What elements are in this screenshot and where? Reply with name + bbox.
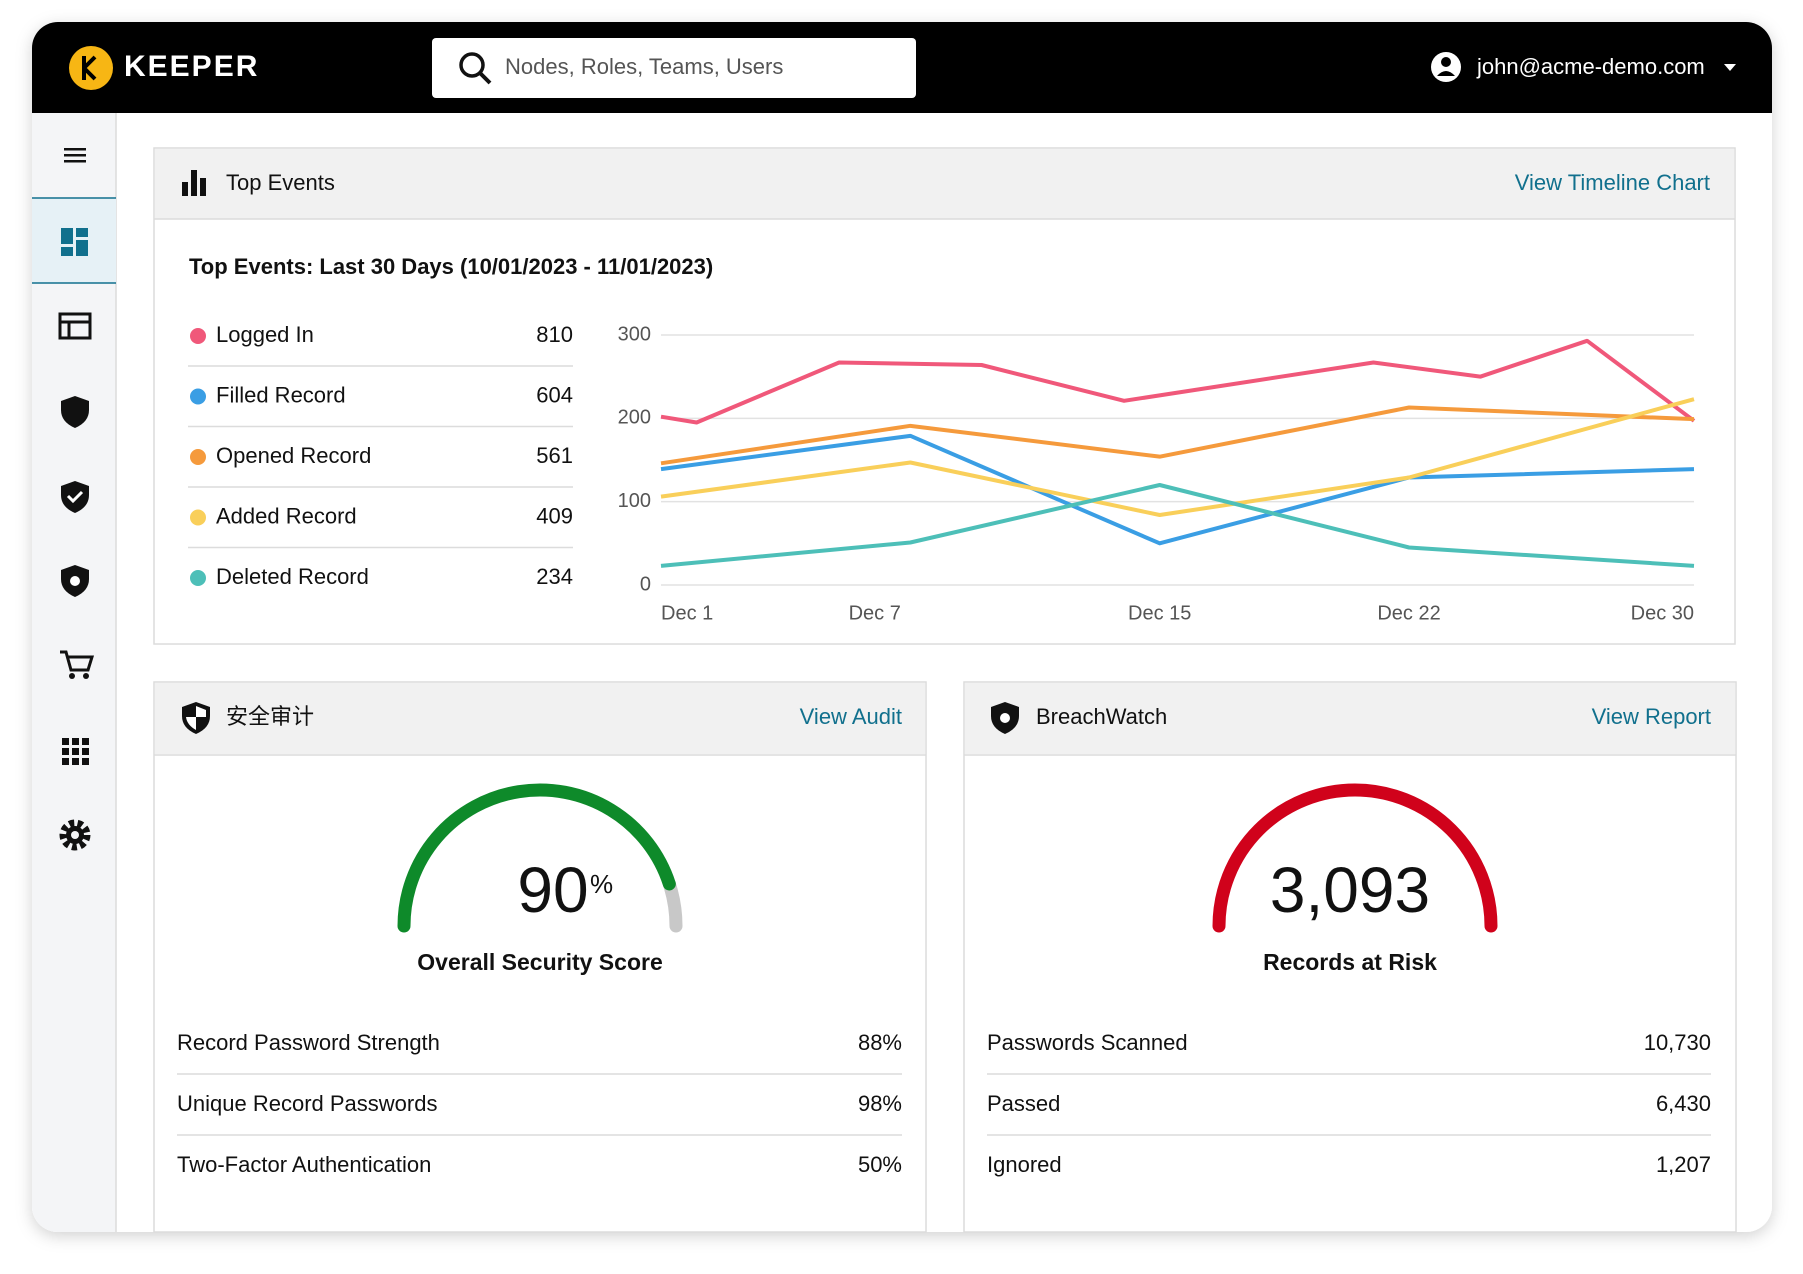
y-tick-label: 0 [640, 573, 651, 595]
row-value: 50% [858, 1152, 902, 1177]
sidebar [32, 113, 116, 1232]
row-value: 98% [858, 1091, 902, 1116]
user-menu[interactable]: john@acme-demo.com [1476, 54, 1705, 79]
series-line [660, 397, 1695, 517]
x-tick-label: Dec 30 [1631, 602, 1694, 624]
score-gauge [397, 783, 683, 933]
panel-title: Top Events [226, 170, 335, 195]
legend-name: Opened Record [216, 443, 371, 468]
breachwatch-panel [963, 681, 1737, 1233]
x-tick-label: Dec 1 [661, 602, 713, 624]
score-unit: % [590, 869, 613, 899]
sidebar-menu[interactable] [64, 148, 86, 163]
score-label: Overall Security Score [417, 949, 662, 975]
bar-icon [182, 170, 206, 196]
nav-store[interactable] [60, 650, 95, 679]
search-box[interactable] [432, 38, 916, 98]
x-tick-label: Dec 7 [849, 602, 901, 624]
row-value: 1,207 [1656, 1152, 1711, 1177]
row-label: Ignored [987, 1152, 1062, 1177]
series-line [660, 405, 1695, 466]
search-placeholder: Nodes, Roles, Teams, Users [505, 54, 783, 79]
row-label: Passed [987, 1091, 1060, 1116]
legend-name: Deleted Record [216, 564, 369, 589]
nav-admin[interactable] [58, 312, 92, 340]
chart-subtitle: Top Events: Last 30 Days (10/01/2023 - 1… [189, 254, 713, 279]
legend-name: Added Record [216, 503, 357, 528]
panel-title: BreachWatch [1036, 704, 1167, 729]
row-label: Two-Factor Authentication [177, 1152, 431, 1177]
panel-header [155, 149, 1734, 219]
legend-count: 561 [536, 443, 573, 468]
legend-dot [190, 449, 206, 465]
panel-link[interactable]: View Report [1592, 704, 1711, 729]
row-label: Unique Record Passwords [177, 1091, 437, 1116]
audit-panel [153, 681, 927, 1233]
row-value: 88% [858, 1030, 902, 1055]
row-label: Passwords Scanned [987, 1030, 1188, 1055]
x-tick-label: Dec 15 [1128, 602, 1191, 624]
nav-security[interactable] [61, 396, 89, 428]
logo [69, 46, 113, 90]
legend-dot [190, 570, 206, 586]
legend-count: 810 [536, 322, 573, 347]
y-tick-label: 100 [618, 490, 651, 512]
nav-apps[interactable] [62, 738, 89, 765]
row-label: Record Password Strength [177, 1030, 440, 1055]
nav-settings[interactable] [59, 819, 91, 851]
y-tick-label: 200 [618, 407, 651, 429]
y-tick-label: 300 [618, 323, 651, 345]
x-tick-label: Dec 22 [1377, 602, 1440, 624]
series-line [660, 433, 1695, 546]
series-line [660, 483, 1695, 568]
legend-count: 604 [536, 382, 573, 407]
chart: 0 100 200 300 Dec 1 Dec 7 Dec 15 Dec 22 Dec 30 Lo… [188, 322, 1696, 624]
panel-link[interactable]: View Audit [800, 704, 902, 729]
risk-gauge [1212, 783, 1498, 933]
nav-dashboard[interactable] [61, 228, 88, 256]
score-value: 90 [517, 854, 588, 926]
legend-dot [190, 328, 206, 344]
series-line [660, 338, 1696, 425]
legend-dot [190, 509, 206, 526]
top-events-panel [153, 147, 1736, 645]
nav-active[interactable] [32, 198, 116, 283]
brand: KEEPER [124, 50, 259, 83]
legend-count: 409 [536, 503, 573, 528]
legend-name: Filled Record [216, 382, 346, 407]
user-dropdown[interactable] [1724, 64, 1736, 71]
risk-count: 3,093 [1270, 854, 1430, 926]
row-value: 6,430 [1656, 1091, 1711, 1116]
panel-link[interactable]: View Timeline Chart [1515, 170, 1710, 195]
search-icon [459, 52, 485, 78]
risk-label: Records at Risk [1263, 949, 1437, 975]
legend-name: Logged In [216, 322, 314, 347]
legend-dot [190, 388, 206, 405]
panel-title: 安全审计 [226, 704, 314, 729]
row-value: 10,730 [1644, 1030, 1711, 1055]
legend-count: 234 [536, 564, 573, 589]
gauge-fill [397, 783, 676, 933]
